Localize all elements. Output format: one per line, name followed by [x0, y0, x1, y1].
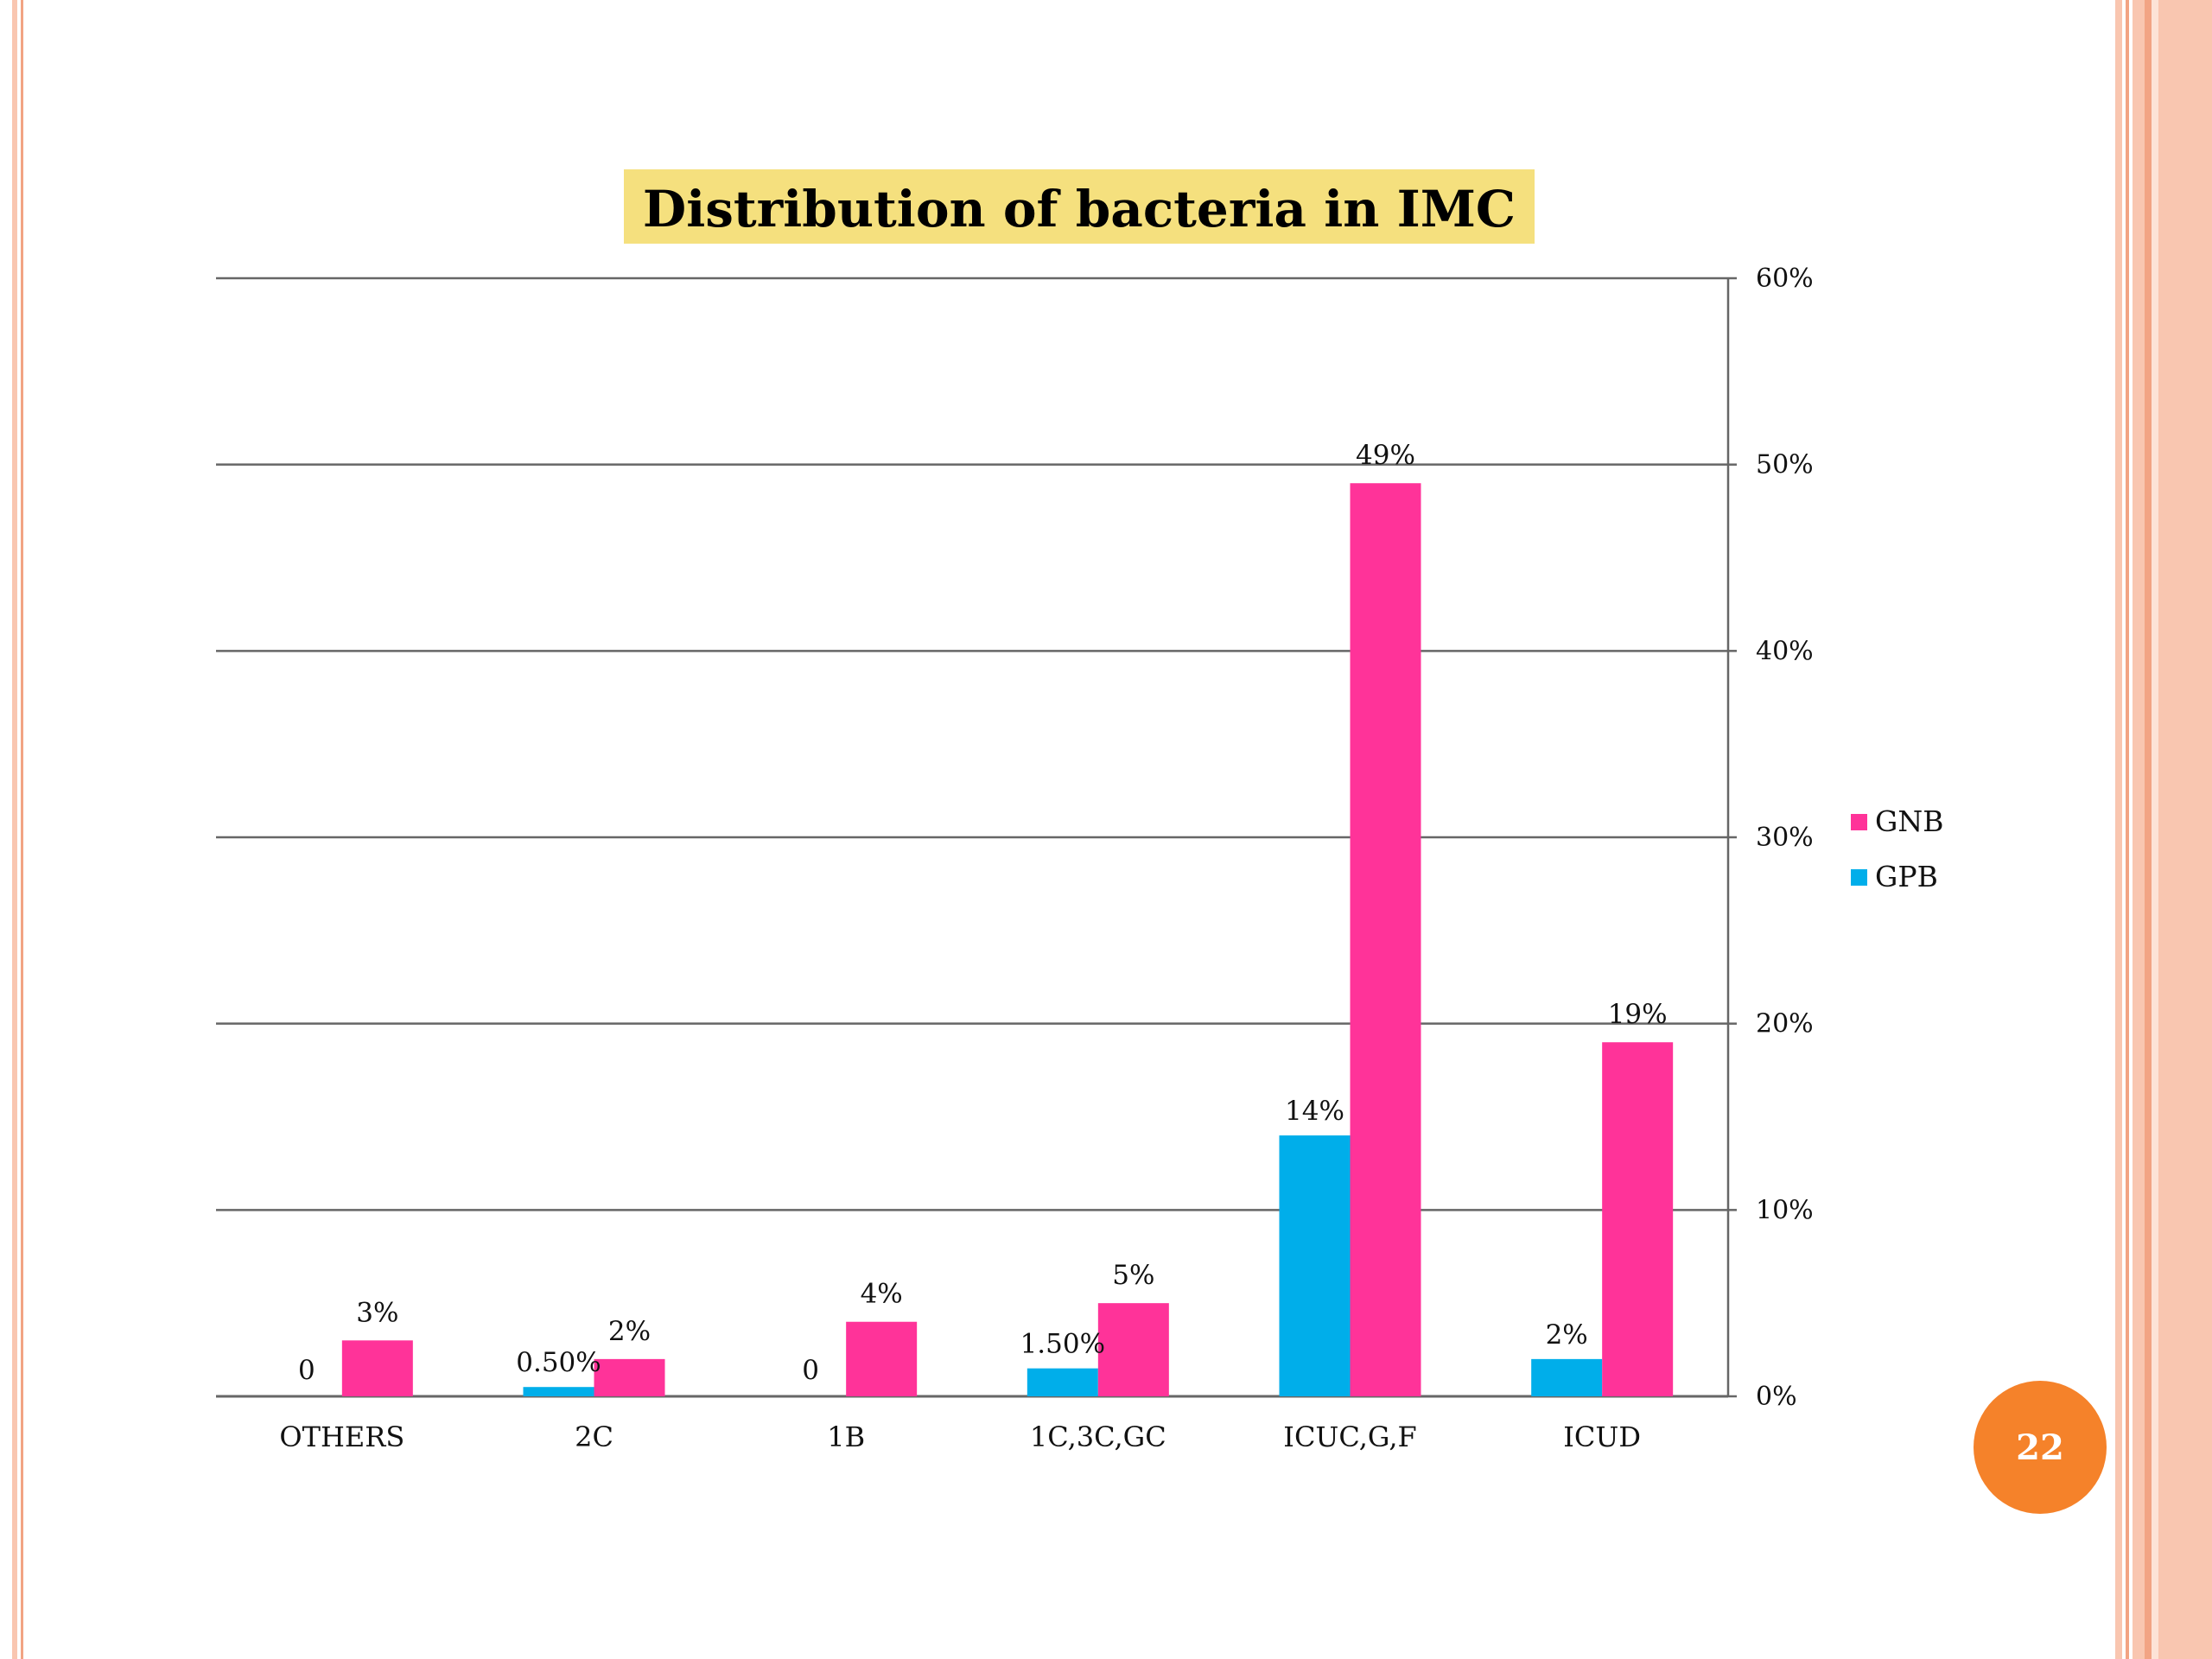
bars-layer [341, 483, 1674, 1396]
bar-gnb [1602, 1042, 1674, 1396]
y-tick-label: 60% [1756, 264, 1814, 294]
bar-gnb [341, 1340, 413, 1396]
data-label-gpb: 14% [1285, 1096, 1344, 1127]
bar-gnb [1350, 483, 1421, 1396]
x-category-label: ICUD [1563, 1421, 1641, 1453]
data-label-gnb: 4% [861, 1279, 903, 1310]
x-category-label: 1B [827, 1421, 865, 1453]
bar-gnb [594, 1358, 665, 1396]
x-category-label: ICUC,G,F [1283, 1421, 1416, 1453]
chart-title: Distribution of bacteria in IMC [643, 180, 1516, 238]
x-category-label: OTHERS [279, 1421, 404, 1453]
y-tick-label: 50% [1756, 450, 1814, 480]
bar-gpb [523, 1387, 594, 1396]
bar-gnb [1097, 1303, 1169, 1396]
data-label-gpb: 0 [802, 1355, 819, 1386]
x-category-label: 1C,3C,GC [1030, 1421, 1166, 1453]
x-category-label: 2C [575, 1421, 613, 1453]
data-label-gnb: 5% [1112, 1260, 1154, 1291]
legend-label-gnb: GNB [1875, 804, 1944, 838]
data-label-gnb: 19% [1608, 999, 1668, 1030]
legend: GNB GPB [1851, 804, 1944, 893]
chart-title-highlight [624, 169, 1535, 244]
bar-gpb [1279, 1135, 1351, 1396]
legend-label-gpb: GPB [1875, 860, 1938, 893]
bar-gpb [1027, 1368, 1098, 1396]
grid-layer [216, 276, 1737, 1398]
data-label-gpb: 0.50% [516, 1347, 601, 1378]
y-tick-label: 20% [1756, 1009, 1814, 1039]
right-border-band [2133, 0, 2145, 1659]
left-border-stripe [12, 0, 17, 1659]
right-border-dark [2145, 0, 2152, 1659]
legend-swatch-gpb [1851, 869, 1867, 886]
right-border-gap [2152, 0, 2158, 1659]
legend-swatch-gnb [1851, 814, 1867, 830]
data-label-gnb: 49% [1356, 440, 1415, 471]
right-border-line [2126, 0, 2129, 1659]
data-label-gnb: 2% [608, 1316, 651, 1347]
y-tick-label: 0% [1756, 1382, 1797, 1412]
labels-layer: 0%10%20%30%40%50%60%03%OTHERS0.50%2%2C04… [279, 264, 1813, 1453]
data-label-gpb: 1.50% [1020, 1329, 1105, 1360]
right-border-outer [2158, 0, 2212, 1659]
page-number-badge: 22 [1974, 1381, 2107, 1514]
bar-gnb [846, 1321, 918, 1396]
left-border-line [21, 0, 23, 1659]
data-label-gpb: 0 [298, 1355, 315, 1386]
bar-gpb [1531, 1358, 1603, 1396]
data-label-gnb: 3% [356, 1297, 398, 1328]
y-tick-label: 10% [1756, 1195, 1814, 1225]
y-tick-label: 30% [1756, 823, 1814, 853]
right-border-light [2115, 0, 2122, 1659]
data-label-gpb: 2% [1546, 1319, 1588, 1351]
y-tick-label: 40% [1756, 636, 1814, 666]
